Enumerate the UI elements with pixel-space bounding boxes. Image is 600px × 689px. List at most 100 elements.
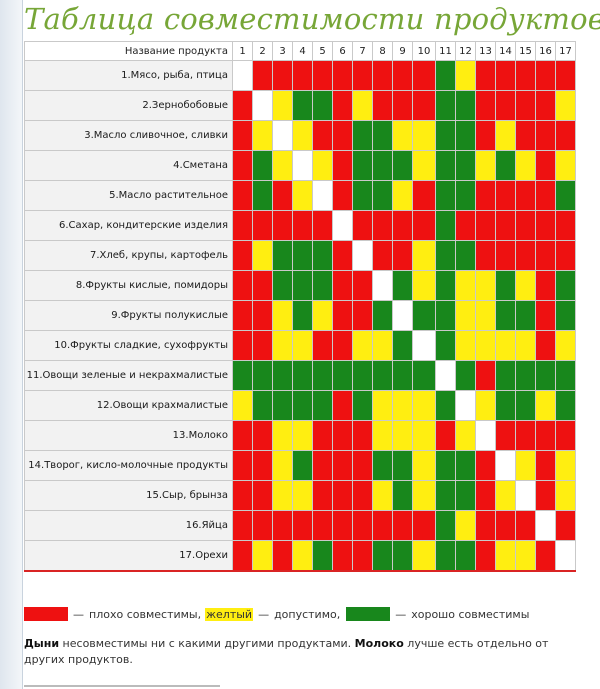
- compatibility-cell: [352, 240, 373, 271]
- compatibility-cell: [475, 210, 496, 241]
- compatibility-cell: [495, 60, 516, 91]
- table-row: 17.Орехи: [24, 540, 576, 572]
- compatibility-cell: [515, 120, 536, 151]
- compatibility-cell: [455, 150, 476, 181]
- compatibility-cell: [535, 180, 556, 211]
- compatibility-cell: [495, 330, 516, 361]
- compatibility-cell: [252, 150, 273, 181]
- product-name-cell: 3.Масло сливочное, сливки: [24, 120, 233, 151]
- compatibility-cell: [352, 510, 373, 541]
- compatibility-cell: [272, 390, 293, 421]
- compatibility-cell: [555, 90, 576, 121]
- legend-dash: —: [395, 607, 407, 621]
- table-row: 2.Зернобобовые: [24, 90, 576, 121]
- compatibility-cell: [555, 120, 576, 151]
- compatibility-cell: [555, 300, 576, 331]
- compatibility-cell: [272, 540, 293, 572]
- compatibility-cell: [372, 90, 393, 121]
- compatibility-cell: [312, 180, 333, 211]
- compatibility-cell: [252, 510, 273, 541]
- compatibility-cell: [332, 300, 353, 331]
- compatibility-cell: [435, 330, 456, 361]
- compatibility-cell: [435, 360, 456, 391]
- compatibility-cell: [412, 150, 436, 181]
- compatibility-cell: [435, 510, 456, 541]
- compatibility-cell: [312, 150, 333, 181]
- compatibility-cell: [312, 540, 333, 572]
- table-row: 5.Масло растительное: [24, 180, 576, 211]
- table-row: 1.Мясо, рыба, птица: [24, 60, 576, 91]
- compatibility-cell: [475, 480, 496, 511]
- compatibility-cell: [312, 270, 333, 301]
- column-number-8: 8: [372, 41, 393, 61]
- compatibility-cell: [372, 510, 393, 541]
- table-row: 9.Фрукты полукислые: [24, 300, 576, 331]
- compatibility-cell: [435, 210, 456, 241]
- compatibility-cell: [392, 390, 413, 421]
- compatibility-cell: [252, 420, 273, 451]
- legend-dash: —: [73, 607, 84, 621]
- compatibility-cell: [252, 210, 273, 241]
- compatibility-cell: [252, 300, 273, 331]
- compatibility-cell: [292, 60, 313, 91]
- compatibility-cell: [535, 300, 556, 331]
- table-row: 11.Овощи зеленые и некрахмалистые: [24, 360, 576, 391]
- compatibility-cell: [412, 90, 436, 121]
- compatibility-cell: [292, 390, 313, 421]
- product-name-cell: 8.Фрукты кислые, помидоры: [24, 270, 233, 301]
- table-row: 7.Хлеб, крупы, картофель: [24, 240, 576, 271]
- compatibility-cell: [312, 60, 333, 91]
- compatibility-cell: [455, 180, 476, 211]
- product-name-cell: 13.Молоко: [24, 420, 233, 451]
- compatibility-cell: [495, 420, 516, 451]
- compatibility-cell: [312, 210, 333, 241]
- compatibility-cell: [555, 510, 576, 541]
- compatibility-cell: [392, 420, 413, 451]
- compatibility-cell: [252, 330, 273, 361]
- compatibility-cell: [392, 120, 413, 151]
- compatibility-cell: [372, 330, 393, 361]
- compatibility-cell: [455, 450, 476, 481]
- compatibility-cell: [455, 240, 476, 271]
- compatibility-cell: [352, 450, 373, 481]
- compatibility-cell: [292, 150, 313, 181]
- compatibility-cell: [555, 210, 576, 241]
- footnote: Дыни несовместимы ни с какими другими пр…: [24, 636, 574, 668]
- legend-yellow-label: желтый: [205, 607, 254, 621]
- compatibility-cell: [475, 270, 496, 301]
- compatibility-cell: [392, 180, 413, 211]
- compatibility-cell: [232, 210, 253, 241]
- compatibility-cell: [535, 360, 556, 391]
- compatibility-cell: [372, 480, 393, 511]
- compatibility-table: Название продукта 1 2 3 4 5 6 7 8 9 10 1…: [24, 41, 576, 572]
- legend-red-swatch: [24, 607, 68, 621]
- footnote-melons: Дыни: [24, 637, 60, 650]
- compatibility-cell: [515, 540, 536, 572]
- compatibility-cell: [232, 300, 253, 331]
- compatibility-cell: [515, 150, 536, 181]
- compatibility-cell: [232, 180, 253, 211]
- compatibility-cell: [535, 330, 556, 361]
- compatibility-cell: [555, 150, 576, 181]
- product-name-cell: 5.Масло растительное: [24, 180, 233, 211]
- compatibility-cell: [412, 180, 436, 211]
- product-name-cell: 10.Фрукты сладкие, сухофрукты: [24, 330, 233, 361]
- compatibility-cell: [435, 120, 456, 151]
- compatibility-cell: [435, 150, 456, 181]
- compatibility-cell: [535, 270, 556, 301]
- compatibility-cell: [455, 60, 476, 91]
- table-row: 12.Овощи крахмалистые: [24, 390, 576, 421]
- compatibility-cell: [232, 420, 253, 451]
- compatibility-cell: [252, 390, 273, 421]
- left-page-edge: [0, 0, 23, 689]
- compatibility-cell: [412, 420, 436, 451]
- compatibility-cell: [435, 390, 456, 421]
- product-name-column-header: Название продукта: [24, 41, 233, 61]
- compatibility-cell: [475, 450, 496, 481]
- compatibility-cell: [495, 540, 516, 572]
- column-number-1: 1: [232, 41, 253, 61]
- compatibility-cell: [352, 180, 373, 211]
- column-number-9: 9: [392, 41, 413, 61]
- compatibility-cell: [495, 90, 516, 121]
- table-header-row: Название продукта 1 2 3 4 5 6 7 8 9 10 1…: [24, 41, 576, 61]
